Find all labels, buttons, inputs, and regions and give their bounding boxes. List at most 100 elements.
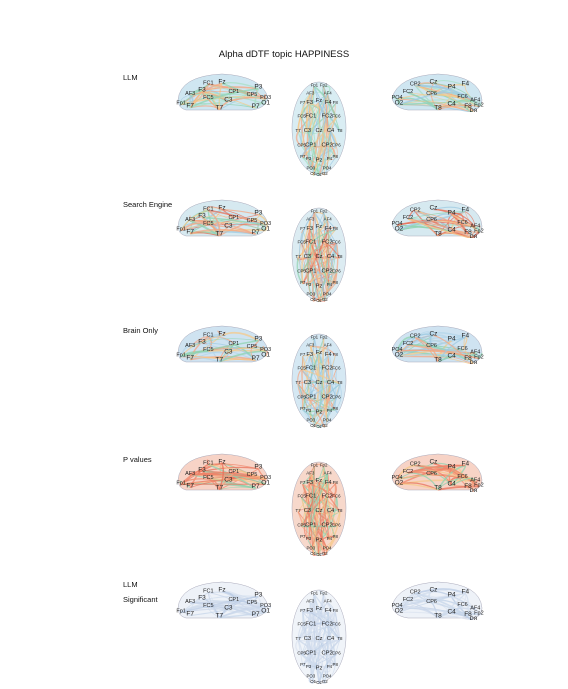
electrode-label: P4 — [448, 592, 456, 599]
electrode-label: PO3 — [306, 673, 315, 678]
electrode-label: Pz — [316, 284, 323, 290]
electrode-label: PO3 — [306, 291, 315, 296]
electrode-label: AF3 — [185, 343, 195, 349]
electrode-label: C4 — [327, 636, 335, 642]
electrode-label: P7 — [252, 229, 260, 236]
electrode-label: C3 — [304, 128, 311, 134]
electrode-label: AF4 — [324, 90, 333, 95]
row-label: P values — [123, 454, 152, 465]
electrode-label: FC6 — [332, 493, 341, 498]
electrode-label: FC1 — [305, 239, 316, 245]
electrode-label: CP2 — [410, 462, 421, 468]
electrode-label: F8 — [333, 352, 339, 357]
electrode-label: O1 — [261, 351, 270, 358]
electrode-label: CP5 — [247, 600, 258, 606]
electrode-label: T8 — [434, 485, 442, 492]
electrode-label: F4 — [461, 81, 469, 88]
electrode-label: P3 — [306, 408, 312, 413]
electrode-label: Fp2 — [320, 591, 328, 596]
electrode-label: F8 — [333, 480, 339, 485]
electrode-label: T7 — [215, 485, 223, 492]
electrode-label: C4 — [447, 353, 456, 360]
electrode-label: CP6 — [426, 217, 437, 223]
electrode-label: F7 — [300, 480, 306, 485]
electrode-label: P7 — [252, 483, 260, 490]
row-label-line1: Brain Only — [123, 325, 158, 336]
electrode-label: F3 — [306, 480, 313, 486]
electrode-label: Fp1 — [176, 608, 185, 614]
electrode-label: F7 — [300, 608, 306, 613]
electrode-label: CP6 — [332, 142, 341, 147]
electrode-label: FC1 — [305, 113, 316, 119]
electrode-label: Cz — [315, 380, 322, 386]
electrode-label: CP6 — [426, 599, 437, 605]
electrode-label: CP2 — [410, 334, 421, 340]
electrode-label: Fp1 — [311, 209, 319, 214]
electrode-label: P3 — [254, 336, 262, 343]
electrode-label: T8 — [434, 105, 442, 112]
electrode-label: CP2 — [410, 590, 421, 596]
electrode-label: CP6 — [332, 522, 341, 527]
electrode-label: AF3 — [185, 599, 195, 605]
electrode-label: F4 — [461, 461, 469, 468]
electrode-label: P3 — [254, 464, 262, 471]
electrode-label: Cz — [429, 330, 437, 337]
electrode-label: T8 — [337, 508, 343, 513]
electrode-label: C3 — [224, 348, 233, 355]
electrode-label: FC2 — [322, 365, 333, 371]
electrode-label: P8 — [469, 108, 477, 112]
electrode-label: P3 — [254, 592, 262, 599]
electrode-label: CP2 — [321, 650, 332, 656]
electrode-label: FC6 — [332, 113, 341, 118]
electrode-label: F3 — [198, 594, 206, 601]
row-label-line1: LLM — [123, 72, 138, 83]
electrode-label: F7 — [186, 229, 194, 236]
electrode-label: CP6 — [426, 343, 437, 349]
electrode-label: FC1 — [305, 621, 316, 627]
electrode-label: C3 — [224, 96, 233, 103]
electrode-label: P8 — [469, 616, 477, 620]
electrode-label: T8 — [337, 636, 343, 641]
electrode-label: CP1 — [228, 341, 239, 347]
electrode-label: C4 — [447, 481, 456, 488]
electrode-label: T7 — [296, 128, 302, 133]
electrode-label: CP2 — [410, 208, 421, 214]
electrode-label: F3 — [198, 86, 206, 93]
electrode-label: Fz — [218, 78, 225, 85]
electrode-label: Fp2 — [320, 83, 328, 88]
electrode-label: CP2 — [410, 82, 421, 88]
electrode-label: O2 — [395, 99, 404, 106]
electrode-label: F3 — [306, 100, 313, 106]
electrode-label: CP1 — [305, 268, 316, 274]
electrode-label: O2 — [395, 607, 404, 614]
electrode-label: P8 — [333, 534, 339, 539]
electrode-label: C4 — [327, 254, 335, 260]
electrode-label: C4 — [327, 380, 335, 386]
electrode-label: F4 — [461, 333, 469, 340]
electrode-label: FC5 — [203, 95, 213, 101]
electrode-label: P4 — [448, 464, 456, 471]
electrode-label: F7 — [300, 352, 306, 357]
electrode-label: PO4 — [323, 291, 332, 296]
electrode-label: AF3 — [185, 217, 195, 223]
electrode-label: P3 — [306, 664, 312, 669]
electrode-label: FC5 — [203, 347, 213, 353]
electrode-label: CP2 — [321, 142, 332, 148]
electrode-label: Pz — [316, 538, 323, 544]
electrode-label: P8 — [469, 488, 477, 492]
electrode-label: CP2 — [321, 522, 332, 528]
electrode-label: C3 — [224, 604, 233, 611]
electrode-label: F7 — [186, 611, 194, 618]
electrode-label: FC6 — [457, 220, 467, 226]
electrode-label: C4 — [447, 609, 456, 616]
electrode-label: Pz — [316, 666, 323, 672]
electrode-label: Fp1 — [176, 226, 185, 232]
row-label-line1: P values — [123, 454, 152, 465]
electrode-label: Fz — [218, 458, 225, 465]
electrode-label: Cz — [315, 128, 322, 134]
electrode-label: PO3 — [306, 545, 315, 550]
electrode-label: T7 — [296, 380, 302, 385]
